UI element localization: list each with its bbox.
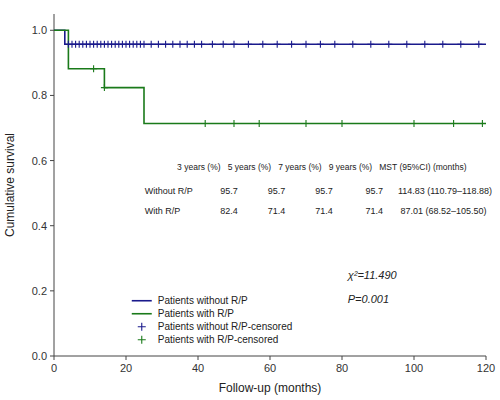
censored-mark	[367, 41, 374, 48]
y-tick	[50, 290, 54, 291]
axes: 0 20 40 60 80 100 120 0.0 0.2 0.4 0.6 0.8 1.0	[32, 14, 495, 374]
censored-mark	[385, 41, 392, 48]
table-row-label: Without R/P	[145, 186, 193, 196]
y-tick	[50, 95, 54, 96]
censored-mark	[331, 41, 338, 48]
y-axis-line	[54, 14, 55, 356]
x-tick-label: 0	[51, 362, 57, 374]
y-tick-label: 0.6	[32, 155, 47, 167]
censored-mark	[101, 84, 108, 91]
censored-mark	[177, 41, 184, 48]
y-tick-label: 0.8	[32, 89, 47, 101]
table-row-label: With R/P	[145, 206, 181, 216]
x-tick-label: 20	[120, 362, 132, 374]
legend-entry: Patients without R/P-censored	[158, 321, 293, 332]
x-tick	[126, 356, 127, 360]
x-tick	[54, 356, 55, 360]
censored-mark	[450, 120, 457, 127]
x-tick-label: 100	[405, 362, 423, 374]
censored-mark	[191, 41, 198, 48]
x-tick-label: 120	[477, 362, 495, 374]
legend-entry: Patients with R/P-censored	[158, 334, 279, 345]
censored-mark	[148, 41, 155, 48]
censored-mark	[202, 120, 209, 127]
censored-mark	[231, 120, 238, 127]
x-tick-label: 60	[264, 362, 276, 374]
censored-mark	[349, 41, 356, 48]
legend-entry: Patients with R/P	[158, 308, 234, 319]
x-tick	[270, 356, 271, 360]
y-tick-label: 1.0	[32, 24, 47, 36]
plot-data	[54, 30, 486, 127]
censored-mark	[303, 120, 310, 127]
censored-mark	[303, 41, 310, 48]
table-row-data: 95.7 95.7 95.7 95.7 114.83 (110.79–118.8…	[220, 186, 492, 196]
censored-mark	[475, 41, 482, 48]
y-tick	[50, 356, 54, 357]
censored-mark	[457, 41, 464, 48]
censored-mark	[274, 41, 281, 48]
censored-mark	[411, 120, 418, 127]
censored-mark	[403, 41, 410, 48]
censored-mark	[288, 41, 295, 48]
censored-mark	[220, 41, 227, 48]
censored-mark	[231, 41, 238, 48]
y-tick-label: 0.0	[32, 350, 47, 362]
table-header: 3 years (%) 5 years (%) 7 years (%) 9 ye…	[177, 162, 467, 172]
table-row-data: 82.4 71.4 71.4 71.4 87.01 (68.52–105.50)	[220, 206, 486, 216]
y-tick	[50, 225, 54, 226]
censored-mark	[339, 120, 346, 127]
y-tick-label: 0.2	[32, 285, 47, 297]
censored-mark	[245, 41, 252, 48]
chart: 0 20 40 60 80 100 120 0.0 0.2 0.4 0.6 0.8 1.0 Follow-…	[0, 0, 500, 400]
legend-swatch	[138, 323, 146, 331]
censored-mark	[421, 41, 428, 48]
censored-mark	[479, 120, 486, 127]
y-tick-label: 0.4	[32, 220, 47, 232]
censored-mark	[209, 41, 216, 48]
survival-table: 3 years (%) 5 years (%) 7 years (%) 9 ye…	[145, 162, 492, 216]
censored-mark	[317, 41, 324, 48]
censored-mark	[90, 65, 97, 72]
censored-mark	[162, 41, 169, 48]
x-tick-label: 40	[192, 362, 204, 374]
annotation: P=0.001	[348, 293, 389, 305]
legend-swatch	[132, 300, 152, 302]
censored-mark	[169, 41, 176, 48]
y-tick	[50, 160, 54, 161]
censored-mark	[141, 41, 148, 48]
y-axis-label: Cumulative survival	[3, 133, 17, 237]
x-tick	[342, 356, 343, 360]
x-tick	[414, 356, 415, 360]
censored-mark	[256, 120, 263, 127]
censored-mark	[259, 41, 266, 48]
x-axis-label: Follow-up (months)	[219, 381, 322, 395]
x-tick	[198, 356, 199, 360]
legend-swatch	[138, 336, 146, 344]
censored-mark	[184, 41, 191, 48]
legend-entry: Patients without R/P	[158, 295, 248, 306]
legend: Patients without R/P Patients with R/P Pat…	[132, 295, 293, 345]
x-tick	[486, 356, 487, 360]
survival-step	[54, 30, 486, 123]
x-tick-label: 80	[336, 362, 348, 374]
censored-mark	[155, 41, 162, 48]
censored-mark	[439, 41, 446, 48]
annotation: χ²=11.490	[347, 269, 398, 281]
censored-mark	[198, 41, 205, 48]
y-tick	[50, 30, 54, 31]
legend-swatch	[132, 313, 152, 315]
